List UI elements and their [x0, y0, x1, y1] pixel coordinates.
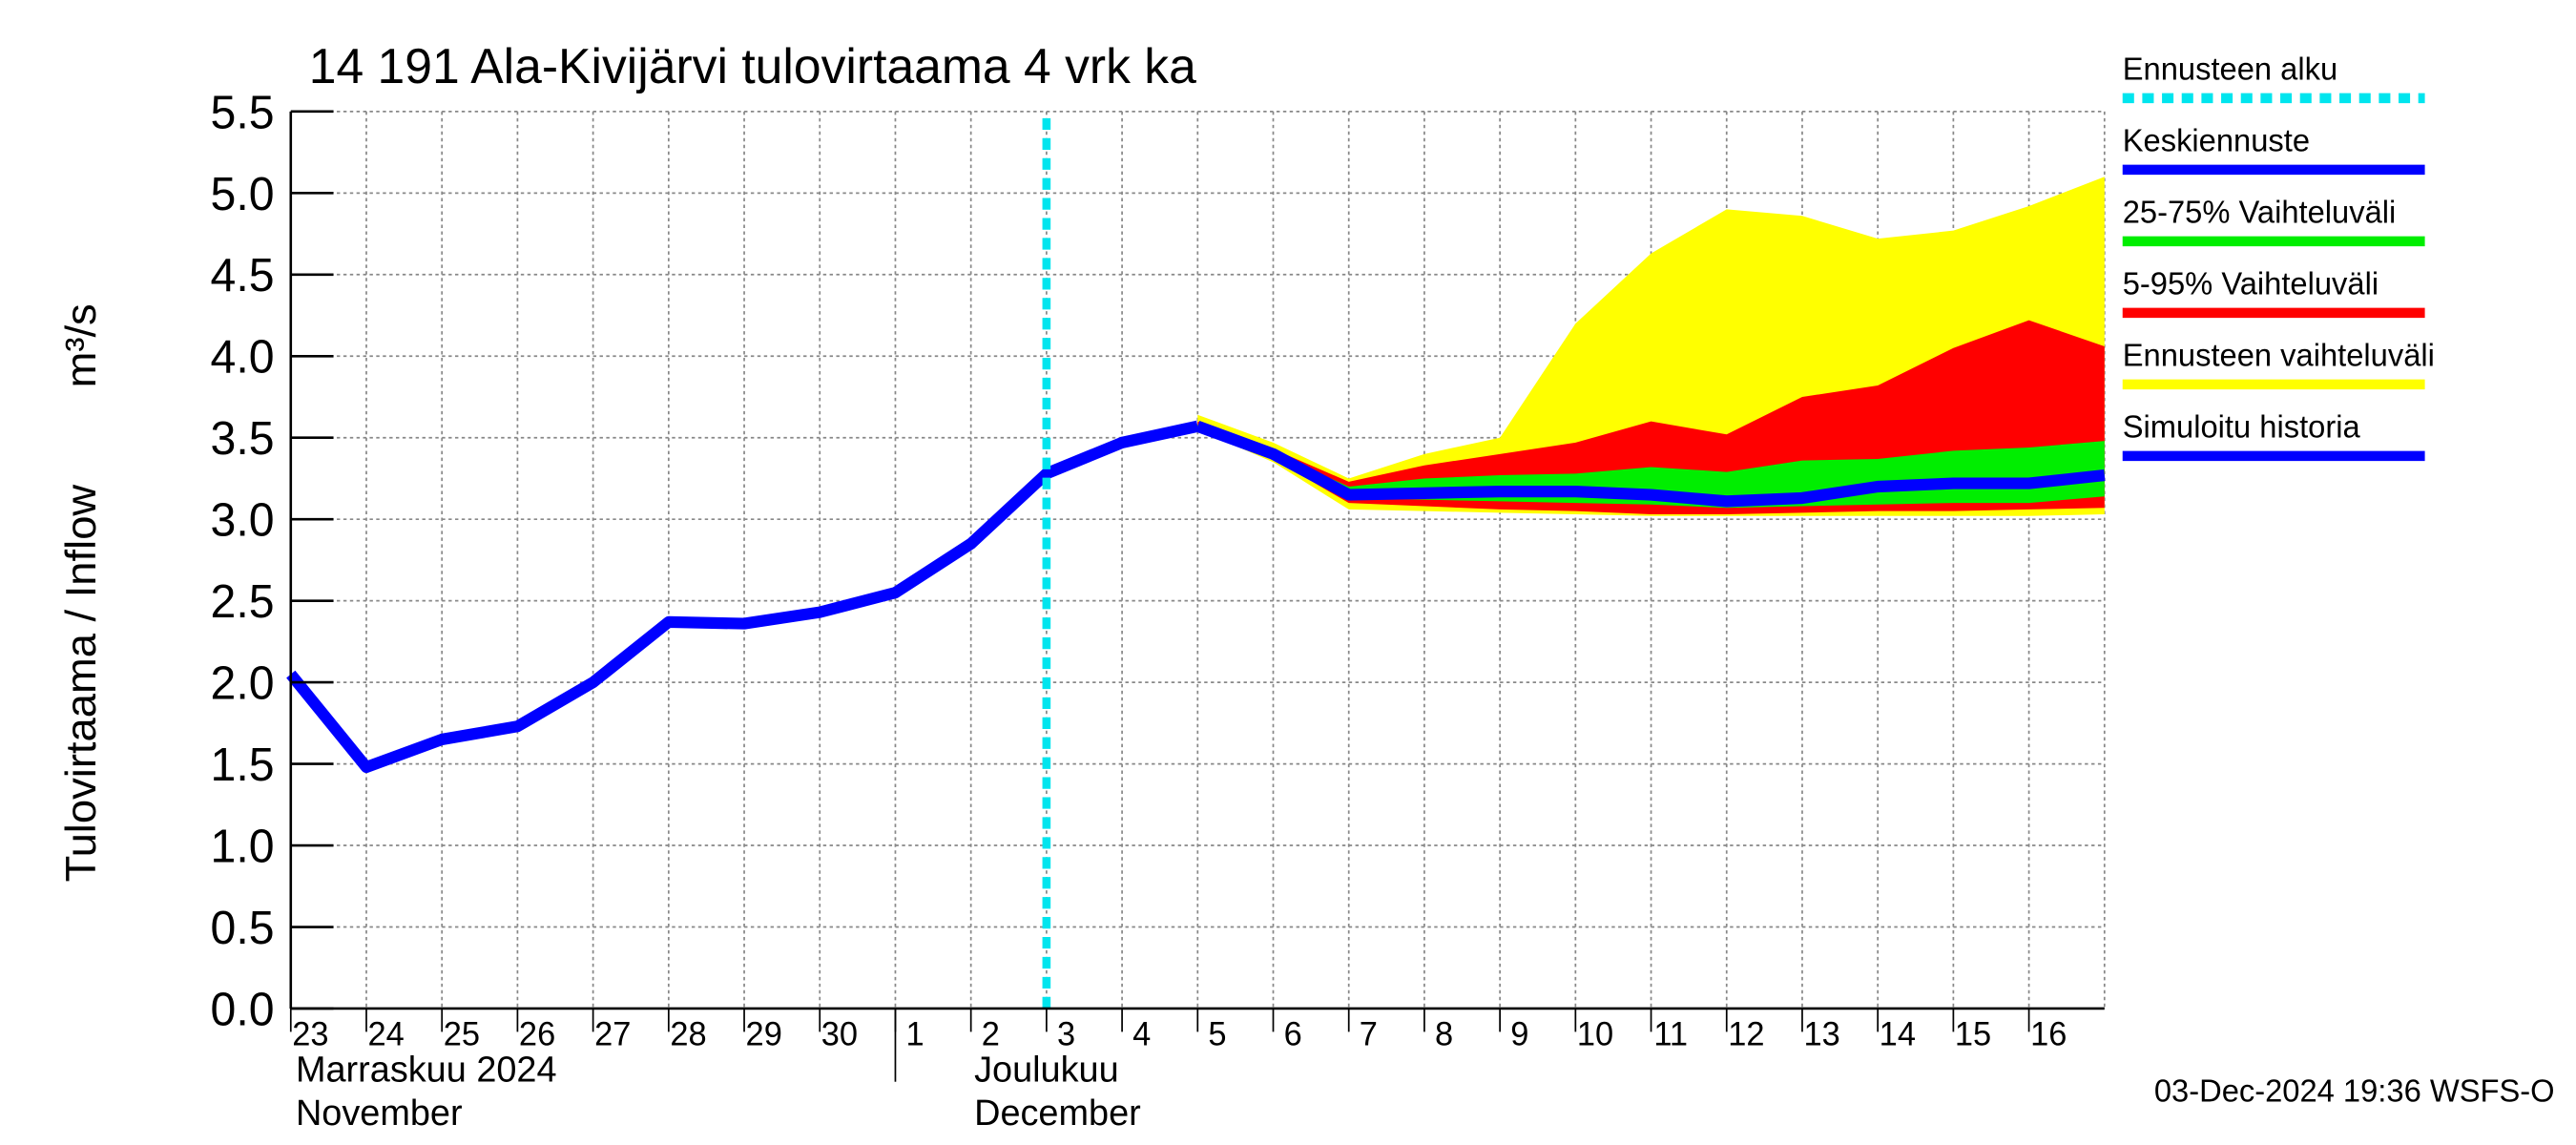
x-tick-label: 9	[1510, 1016, 1528, 1052]
month-label: Marraskuu 2024	[296, 1050, 557, 1091]
series-layer	[286, 117, 2106, 1009]
x-tick-label: 11	[1653, 1016, 1688, 1052]
y-tick-label: 4.0	[211, 331, 275, 383]
footer: 03-Dec-2024 19:36 WSFS-O	[2154, 1072, 2555, 1108]
x-tick-label: 25	[444, 1016, 480, 1052]
x-tick-label: 12	[1728, 1016, 1764, 1052]
x-tick-label: 16	[2030, 1016, 2067, 1052]
legend-label: 5-95% Vaihteluväli	[2123, 266, 2379, 302]
x-tick-label: 26	[519, 1016, 555, 1052]
y-axis-unit: m³/s	[56, 303, 105, 387]
x-tick-label: 6	[1284, 1016, 1302, 1052]
legend-label: Ennusteen vaihteluväli	[2123, 338, 2435, 373]
y-tick-label: 0.5	[211, 903, 275, 954]
x-tick-label: 29	[746, 1016, 782, 1052]
x-tick-label: 2	[982, 1016, 1000, 1052]
series-line	[286, 420, 1199, 774]
x-tick-label: 13	[1803, 1016, 1839, 1052]
y-tick-label: 0.0	[211, 984, 275, 1035]
series-line	[1195, 421, 2106, 508]
y-axis-label: Tulovirtaama / Inflow	[56, 484, 105, 882]
x-tick-label: 7	[1360, 1016, 1378, 1052]
x-tick-label: 1	[906, 1016, 924, 1052]
legend-label: 25-75% Vaihteluväli	[2123, 195, 2397, 230]
x-tick-label: 27	[594, 1016, 631, 1052]
x-tick-label: 24	[367, 1016, 404, 1052]
legend-label: Simuloitu historia	[2123, 409, 2361, 445]
x-tick-label: 8	[1435, 1016, 1453, 1052]
y-tick-label: 1.0	[211, 821, 275, 872]
y-tick-label: 1.5	[211, 739, 275, 791]
x-tick-label: 28	[670, 1016, 706, 1052]
x-tick-label: 4	[1132, 1016, 1151, 1052]
month-label: Joulukuu	[974, 1050, 1119, 1091]
plot-area: 0.00.51.01.52.02.53.03.54.04.55.05.523 24…	[211, 87, 2106, 1052]
y-tick-label: 2.0	[211, 657, 275, 709]
x-tick-label: 10	[1577, 1016, 1613, 1052]
month-label: November	[296, 1093, 463, 1134]
x-tick-label: 15	[1955, 1016, 1991, 1052]
y-tick-label: 2.5	[211, 576, 275, 628]
y-tick-label: 4.5	[211, 250, 275, 302]
axes: 0.00.51.01.52.02.53.03.54.04.55.05.523 24…	[211, 87, 2105, 1052]
x-tick-label: 3	[1057, 1016, 1075, 1052]
y-tick-label: 5.0	[211, 168, 275, 219]
y-tick-label: 3.5	[211, 413, 275, 465]
x-tick-label: 30	[821, 1016, 858, 1052]
month-label: December	[974, 1093, 1141, 1134]
y-tick-label: 3.0	[211, 494, 275, 546]
x-tick-label: 5	[1208, 1016, 1226, 1052]
x-tick-label: 23	[292, 1016, 328, 1052]
y-tick-label: 5.5	[211, 87, 275, 138]
x-tick-label: 14	[1880, 1016, 1916, 1052]
legend-label: Keskiennuste	[2123, 123, 2310, 158]
chart-title: 14 191 Ala-Kivijärvi tulovirtaama 4 vrk …	[309, 39, 1196, 94]
legend-label: Ennusteen alku	[2123, 52, 2337, 87]
grid	[289, 110, 2106, 1010]
